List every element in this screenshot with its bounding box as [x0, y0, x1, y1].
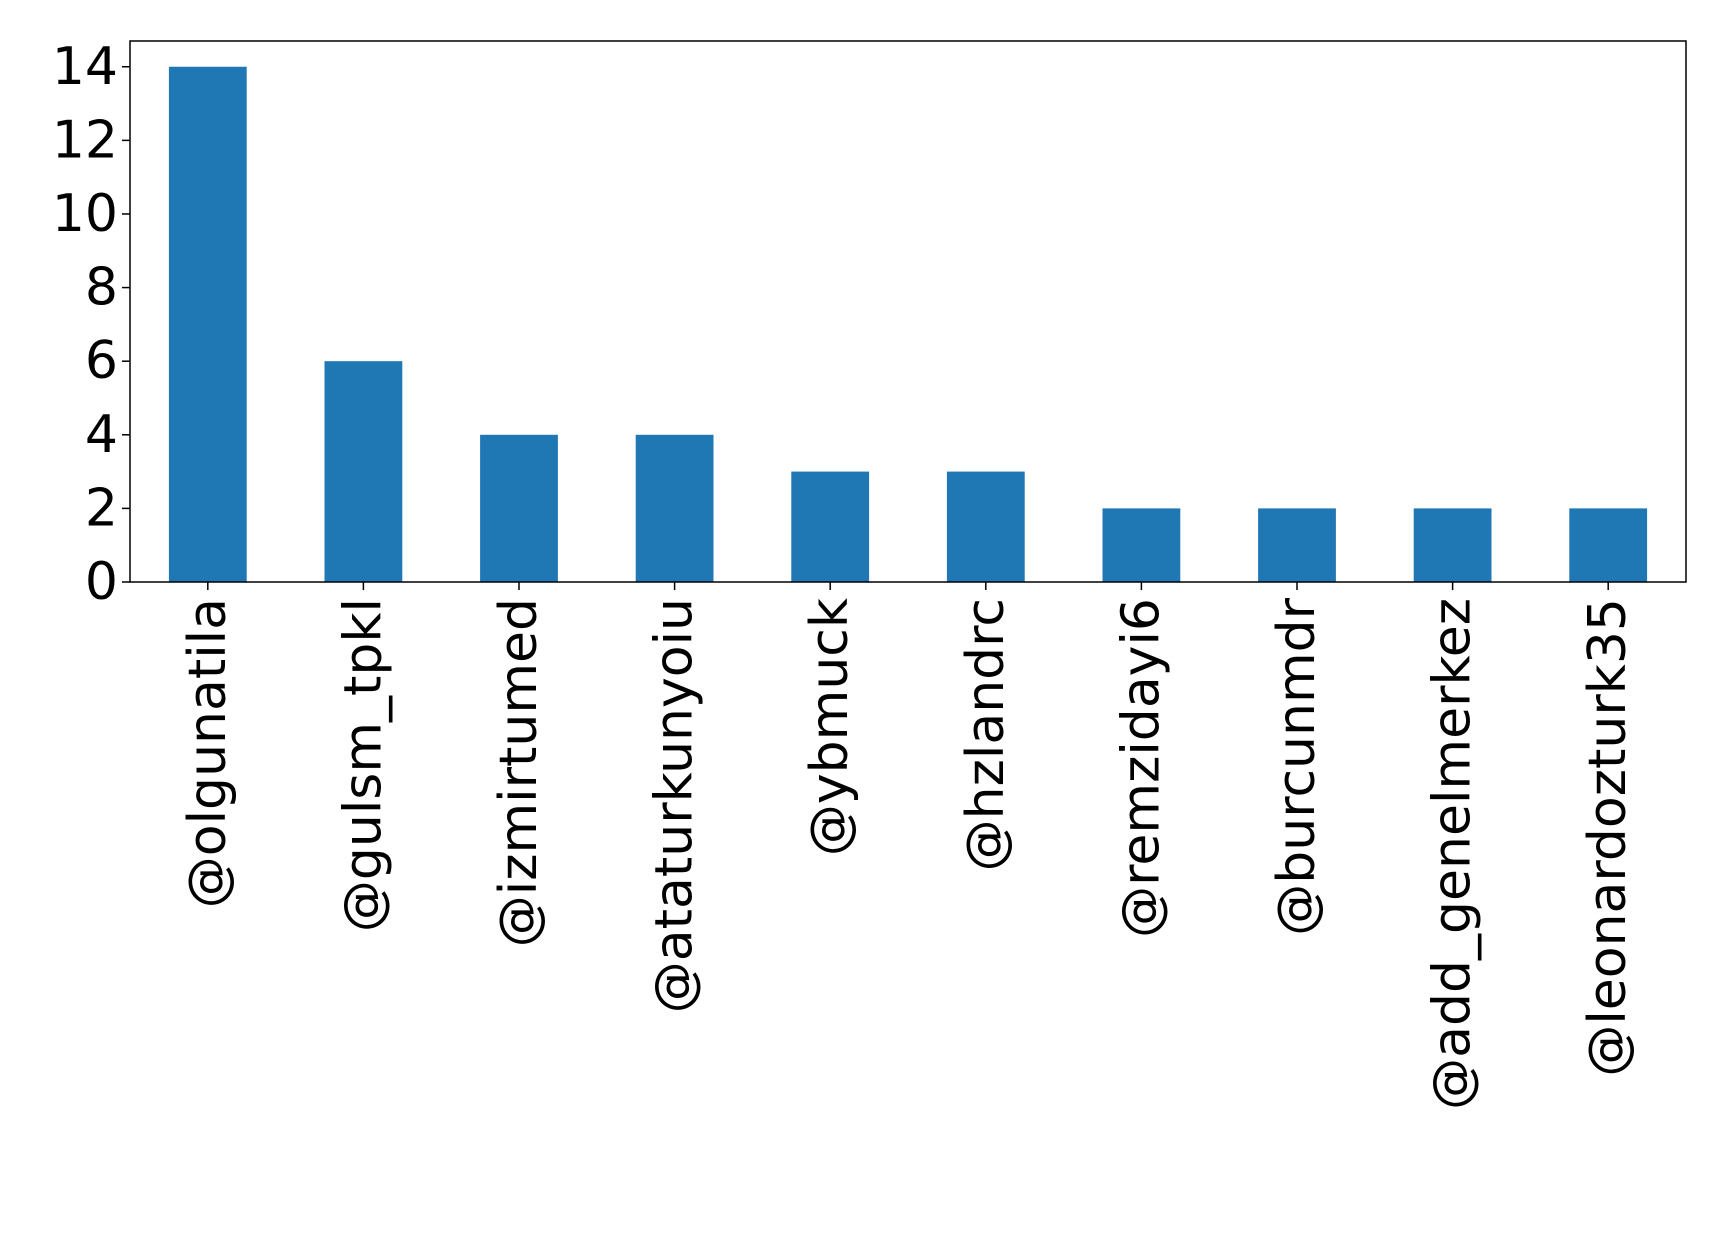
y-tick-label: 4 — [85, 405, 118, 465]
x-tick-label: @burcunmdr — [1267, 597, 1327, 935]
x-axis: @olgunatila @gulsm_tpkl @izmirtumed @atatur… — [178, 582, 1638, 1110]
x-tick-label: @add_genelmerkez — [1423, 598, 1483, 1110]
y-tick-label: 12 — [52, 110, 118, 170]
x-tick-label: @olgunatila — [178, 598, 238, 908]
x-tick-label: @leonardozturk35 — [1578, 598, 1638, 1077]
bar — [1258, 508, 1336, 582]
bar — [635, 434, 714, 582]
y-tick-label: 0 — [85, 552, 118, 612]
y-tick-label: 2 — [85, 478, 118, 538]
bar — [791, 471, 870, 582]
bar — [1569, 508, 1648, 582]
y-tick-label: 8 — [85, 258, 118, 318]
x-tick-label: @gulsm_tpkl — [333, 598, 393, 932]
bar — [480, 434, 558, 582]
bars — [168, 66, 1648, 582]
bar — [946, 471, 1025, 582]
x-tick-label: @ataturkunyoiu — [645, 598, 705, 1013]
bar — [324, 361, 403, 582]
y-tick-label: 6 — [85, 331, 118, 391]
x-tick-label: @izmirtumed — [489, 598, 549, 947]
bar — [168, 66, 247, 582]
x-tick-label: @hzlandrc — [956, 598, 1016, 871]
y-axis: 0 2 4 6 8 10 12 14 — [52, 37, 130, 612]
x-tick-label: @remzidayi6 — [1111, 598, 1171, 938]
bar — [1102, 508, 1181, 582]
plot-frame — [129, 40, 1687, 583]
bar — [1413, 508, 1492, 582]
x-tick-label: @ybmuck — [800, 598, 860, 856]
y-tick-label: 10 — [52, 184, 118, 244]
y-tick-label: 14 — [52, 37, 118, 97]
